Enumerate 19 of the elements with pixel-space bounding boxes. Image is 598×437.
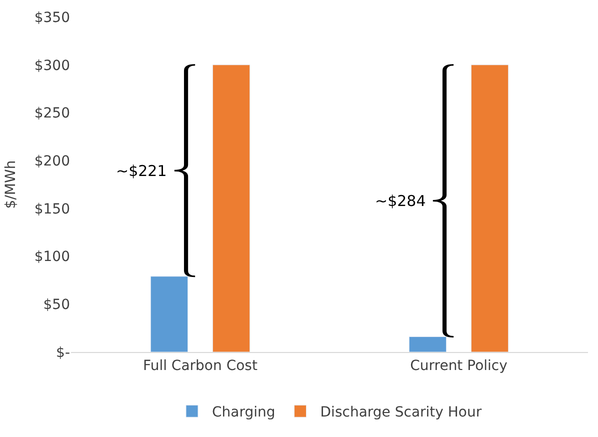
- annotation: ~$221: [116, 162, 167, 180]
- x-tick-label: Current Policy: [410, 358, 508, 374]
- y-tick-label: $350: [34, 10, 70, 26]
- bar: [408, 336, 447, 352]
- y-axis-title: $/MWh: [2, 160, 19, 209]
- y-tick-label: $100: [34, 249, 70, 266]
- y-tick-label: $250: [34, 106, 70, 122]
- y-tick-label: $-: [56, 344, 70, 361]
- y-tick-label: $150: [34, 201, 70, 218]
- y-tick-label: $50: [43, 297, 70, 314]
- bar: [150, 276, 188, 352]
- bar: [212, 64, 250, 352]
- y-tick-label: $300: [34, 58, 70, 74]
- legend-label: Charging: [212, 404, 276, 421]
- legend-label: Discharge Scarity Hour: [320, 404, 482, 421]
- x-tick-label: Full Carbon Cost: [143, 358, 258, 374]
- y-tick-label: $200: [34, 153, 70, 170]
- annotation: ~$284: [375, 192, 426, 210]
- bar: [470, 64, 509, 352]
